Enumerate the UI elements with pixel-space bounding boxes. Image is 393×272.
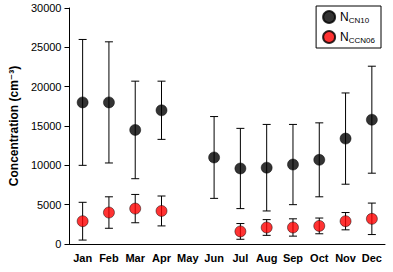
svg-text:Aug: Aug xyxy=(256,252,277,264)
svg-text:Nov: Nov xyxy=(335,252,357,264)
svg-text:Concentration (cm⁻³): Concentration (cm⁻³) xyxy=(7,66,21,186)
svg-text:5000: 5000 xyxy=(37,199,61,211)
svg-text:Jan: Jan xyxy=(73,252,92,264)
svg-text:15000: 15000 xyxy=(31,120,62,132)
svg-text:Oct: Oct xyxy=(310,252,329,264)
svg-text:Apr: Apr xyxy=(152,252,172,264)
svg-text:Feb: Feb xyxy=(99,252,119,264)
svg-text:20000: 20000 xyxy=(31,81,62,93)
svg-text:30000: 30000 xyxy=(31,2,62,14)
svg-text:N: N xyxy=(340,30,349,44)
svg-text:CN10: CN10 xyxy=(349,16,370,25)
svg-text:Dec: Dec xyxy=(362,252,382,264)
svg-text:Sep: Sep xyxy=(283,252,303,264)
svg-text:Mar: Mar xyxy=(125,252,145,264)
svg-text:Jun: Jun xyxy=(204,252,224,264)
svg-text:N: N xyxy=(340,10,349,24)
svg-text:10000: 10000 xyxy=(31,159,62,171)
svg-text:25000: 25000 xyxy=(31,41,62,53)
svg-text:Jul: Jul xyxy=(232,252,248,264)
svg-text:0: 0 xyxy=(55,238,61,250)
svg-text:CCN06: CCN06 xyxy=(349,36,376,45)
svg-text:May: May xyxy=(177,252,199,264)
